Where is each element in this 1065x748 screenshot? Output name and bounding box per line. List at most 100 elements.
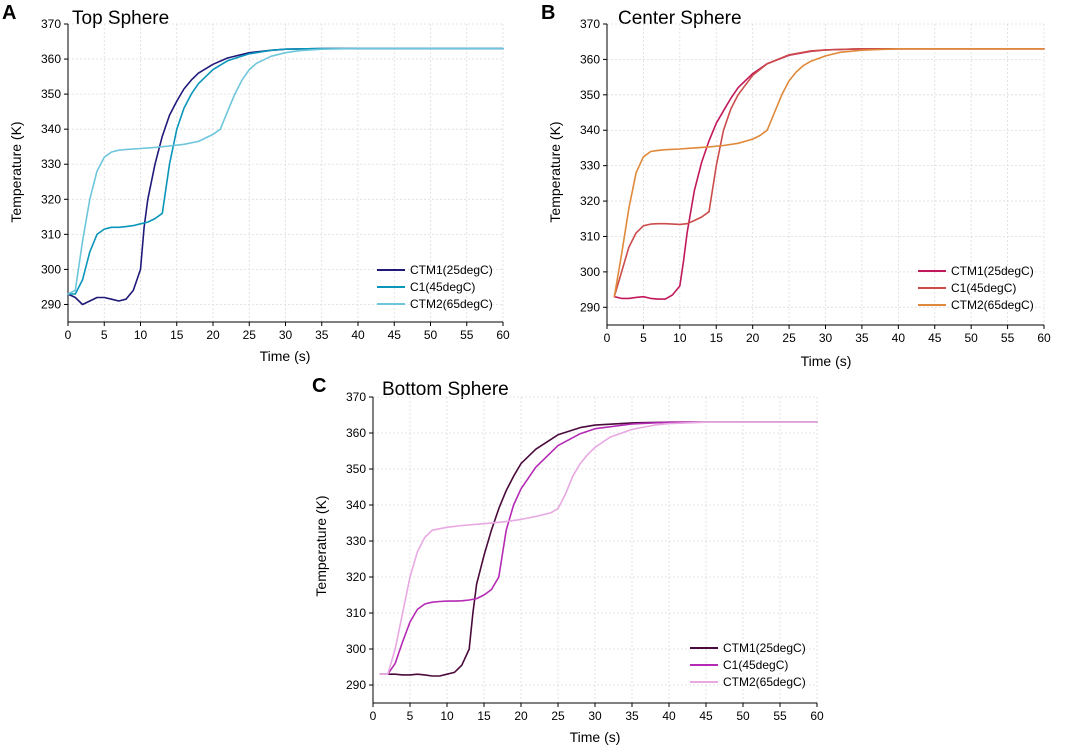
x-tick-label: 15 (710, 331, 724, 345)
y-axis-label: Temperature (K) (313, 495, 329, 596)
x-tick-label: 35 (855, 331, 869, 345)
x-tick-label: 20 (206, 328, 220, 342)
y-tick-label: 360 (580, 52, 600, 66)
x-tick-label: 55 (773, 709, 787, 723)
x-tick-label: 45 (388, 328, 402, 342)
y-tick-label: 370 (580, 17, 600, 31)
y-tick-label: 300 (580, 265, 600, 279)
y-tick-label: 330 (346, 534, 366, 548)
x-tick-label: 0 (604, 331, 611, 345)
chart-title: Bottom Sphere (382, 379, 509, 400)
chart-title: Top Sphere (72, 8, 169, 29)
x-tick-label: 10 (673, 331, 687, 345)
y-tick-label: 300 (41, 262, 61, 276)
y-tick-label: 320 (41, 192, 61, 206)
series-line-c1 (613, 47, 1045, 298)
legend-label: C1(45degC) (723, 658, 788, 672)
y-tick-label: 330 (580, 159, 600, 173)
panel-top-sphere: A Top Sphere 0 5 10 15 20 25 30 35 40 45 50 55 60 290… (2, 2, 510, 364)
x-tick-label: 25 (243, 328, 257, 342)
y-axis-label: Temperature (K) (8, 121, 24, 222)
y-tick-label: 310 (41, 227, 61, 241)
x-tick-label: 30 (279, 328, 293, 342)
x-tick-label: 35 (625, 709, 639, 723)
y-tick-label: 340 (580, 123, 600, 137)
x-tick-label: 0 (65, 328, 72, 342)
x-tick-label: 55 (460, 328, 474, 342)
panel-letter-a: A (2, 2, 16, 24)
y-tick-label: 320 (580, 194, 600, 208)
x-tick-label: 35 (315, 328, 329, 342)
x-tick-label: 50 (736, 709, 750, 723)
y-tick-label: 300 (346, 642, 366, 656)
legend-label: CTM1(25degC) (951, 264, 1034, 278)
x-tick-label: 25 (551, 709, 565, 723)
y-tick-label: 290 (580, 300, 600, 314)
x-tick-label: 50 (424, 328, 438, 342)
y-axis-label: Temperature (K) (547, 121, 563, 222)
x-axis-label: Time (s) (260, 348, 311, 364)
y-tick-label: 290 (346, 678, 366, 692)
y-tick-label: 330 (41, 157, 61, 171)
legend-label: C1(45degC) (410, 280, 475, 294)
legend-label: CTM2(65degC) (723, 675, 806, 689)
x-axis-label: Time (s) (801, 353, 852, 369)
x-tick-label: 15 (170, 328, 184, 342)
series-line-ctm2 (67, 47, 504, 295)
panel-letter-b: B (541, 2, 555, 24)
x-tick-label: 50 (964, 331, 978, 345)
x-tick-label: 10 (440, 709, 454, 723)
x-tick-label: 5 (407, 709, 414, 723)
y-tick-label: 310 (346, 606, 366, 620)
series-line-ctm2 (379, 421, 818, 676)
panel-bottom-sphere: C Bottom Sphere 0 5 10 15 20 25 30 35 40 45 50 55 60… (312, 375, 824, 745)
x-tick-label: 60 (496, 328, 510, 342)
series-line-ctm1 (613, 47, 1045, 300)
legend-label: CTM2(65degC) (951, 298, 1034, 312)
y-tick-label: 370 (346, 390, 366, 404)
x-tick-label: 20 (746, 331, 760, 345)
y-tick-label: 350 (41, 87, 61, 101)
x-tick-label: 15 (477, 709, 491, 723)
x-tick-label: 60 (1037, 331, 1051, 345)
x-tick-label: 30 (819, 331, 833, 345)
series-line-ctm2 (613, 47, 1045, 298)
legend-label: CTM1(25degC) (410, 263, 493, 277)
legend-label: C1(45degC) (951, 281, 1016, 295)
legend-label: CTM1(25degC) (723, 641, 806, 655)
x-tick-label: 45 (928, 331, 942, 345)
y-tick-label: 340 (41, 122, 61, 136)
x-tick-label: 40 (892, 331, 906, 345)
x-tick-label: 5 (640, 331, 647, 345)
plot-area: 0 5 10 15 20 25 30 35 40 45 50 55 60 290 300 310 320 330 3… (580, 17, 1051, 345)
y-tick-label: 360 (346, 426, 366, 440)
x-tick-label: 55 (1001, 331, 1015, 345)
x-tick-label: 45 (699, 709, 713, 723)
panel-center-sphere: B Center Sphere 0 5 10 15 20 25 30 35 40 45 50 55 60… (541, 2, 1051, 369)
plot-area: 0 5 10 15 20 25 30 35 40 45 50 55 60 290 300 310 320 330 3… (41, 17, 510, 342)
x-tick-label: 30 (588, 709, 602, 723)
y-tick-label: 360 (41, 52, 61, 66)
y-tick-label: 320 (346, 570, 366, 584)
x-axis-label: Time (s) (570, 729, 621, 745)
y-tick-label: 350 (346, 462, 366, 476)
y-tick-label: 310 (580, 229, 600, 243)
x-tick-label: 25 (782, 331, 796, 345)
x-tick-label: 0 (370, 709, 377, 723)
legend-label: CTM2(65degC) (410, 297, 493, 311)
y-tick-label: 350 (580, 88, 600, 102)
x-tick-label: 40 (351, 328, 365, 342)
x-tick-label: 5 (101, 328, 108, 342)
panel-letter-c: C (312, 375, 326, 397)
y-tick-label: 340 (346, 498, 366, 512)
x-tick-label: 10 (134, 328, 148, 342)
plot-area: 0 5 10 15 20 25 30 35 40 45 50 55 60 290 300 310 320 330 3… (346, 390, 824, 723)
y-tick-label: 290 (41, 297, 61, 311)
x-tick-label: 60 (810, 709, 824, 723)
x-tick-label: 40 (662, 709, 676, 723)
y-tick-label: 370 (41, 17, 61, 31)
series-line-ctm1 (379, 421, 818, 677)
x-tick-label: 20 (514, 709, 528, 723)
series-line-c1 (379, 421, 818, 676)
